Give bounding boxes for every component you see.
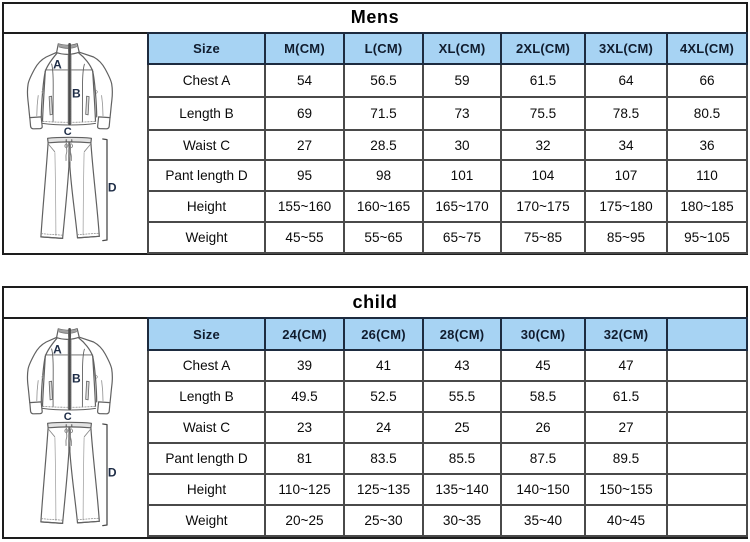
svg-text:C: C [64,126,72,138]
svg-text:B: B [72,87,81,101]
svg-text:A: A [53,58,62,72]
svg-text:D: D [108,181,117,195]
